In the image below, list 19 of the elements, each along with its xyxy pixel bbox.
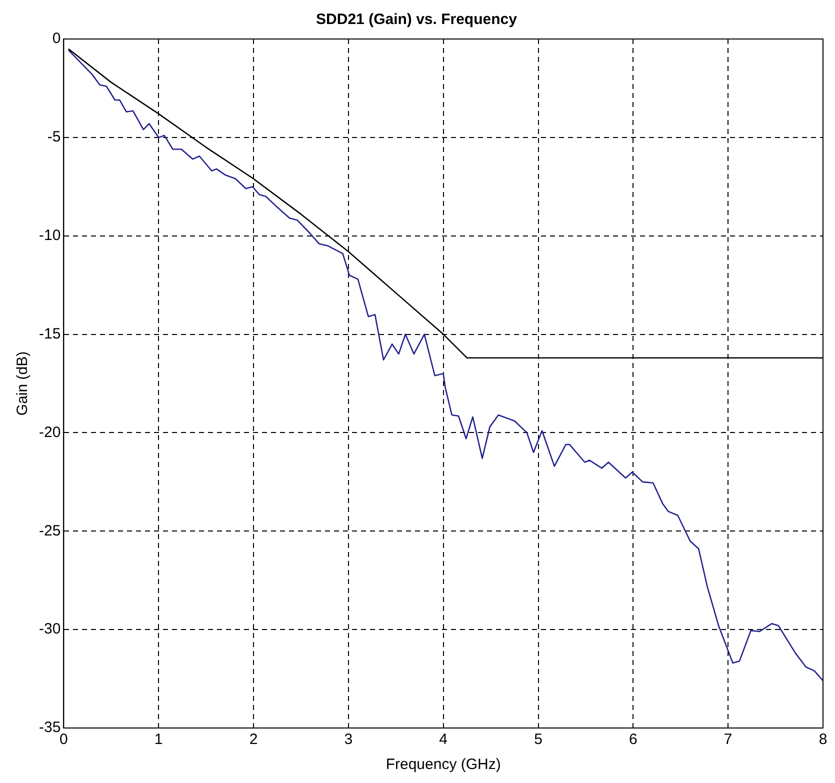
x-tick-label: 4 — [439, 731, 448, 748]
x-tick-label: 7 — [724, 731, 732, 748]
y-tick-label: -30 — [38, 620, 61, 638]
x-tick-label: 3 — [344, 731, 353, 748]
y-tick-label: -20 — [38, 424, 61, 441]
chart-title: SDD21 (Gain) vs. Frequency — [316, 11, 518, 28]
x-tick-label: 5 — [534, 731, 542, 748]
x-axis-title: Frequency (GHz) — [386, 756, 501, 774]
x-tick-label: 6 — [629, 731, 638, 748]
y-axis-title: Gain (dB) — [14, 351, 32, 416]
y-tick-label: -35 — [38, 719, 61, 736]
x-tick-label: 8 — [818, 731, 828, 748]
y-tick-label: -15 — [38, 325, 61, 342]
y-tick-label: -10 — [38, 227, 61, 244]
y-tick-label: 0 — [52, 30, 61, 48]
x-tick-label: 1 — [154, 731, 163, 748]
y-tick-label: -5 — [47, 128, 61, 146]
y-tick-label: -25 — [38, 522, 61, 540]
x-tick-label: 2 — [249, 731, 258, 748]
